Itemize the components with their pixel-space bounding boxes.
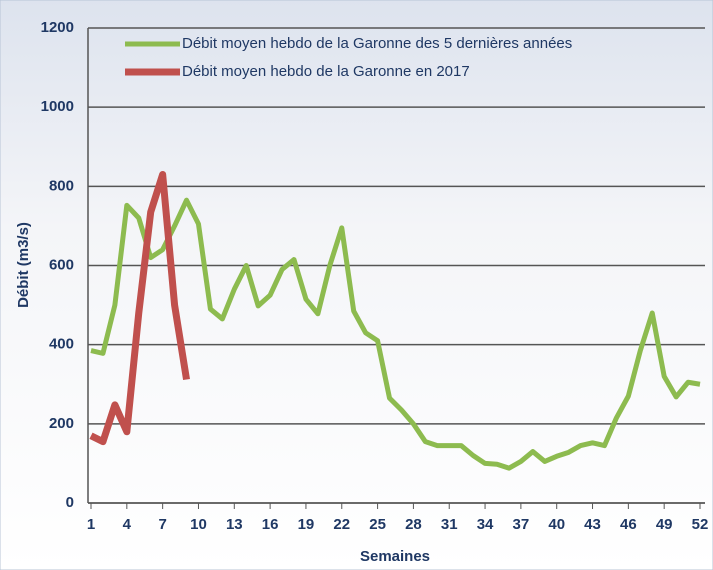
y-tick-label: 200 [49, 415, 74, 432]
series-line [89, 170, 190, 446]
y-tick-label: 400 [49, 336, 74, 353]
y-tick-label: 800 [49, 177, 74, 194]
x-tick-label: 52 [692, 516, 709, 533]
y-axis-label: Débit (m3/s) [15, 222, 32, 308]
x-tick-label: 25 [369, 516, 386, 533]
x-tick-label: 34 [477, 516, 494, 533]
x-tick-label: 28 [405, 516, 422, 533]
y-tick-label: 1200 [41, 19, 74, 36]
x-tick-label: 43 [584, 516, 601, 533]
legend-label: Débit moyen hebdo de la Garonne en 2017 [182, 63, 470, 80]
x-tick-label: 19 [298, 516, 315, 533]
x-tick-label: 16 [262, 516, 279, 533]
x-tick-label: 46 [620, 516, 637, 533]
x-tick-label: 22 [333, 516, 350, 533]
x-tick-label: 10 [190, 516, 207, 533]
x-tick-label: 7 [158, 516, 166, 533]
x-axis-label: Semaines [360, 548, 430, 565]
y-tick-label: 600 [49, 256, 74, 273]
x-tick-label: 1 [87, 516, 95, 533]
x-tick-label: 4 [123, 516, 132, 533]
y-tick-label: 0 [66, 494, 74, 511]
x-tick-label: 13 [226, 516, 243, 533]
x-tick-label: 31 [441, 516, 458, 533]
x-tick-label: 37 [513, 516, 530, 533]
x-tick-label: 49 [656, 516, 673, 533]
legend-label: Débit moyen hebdo de la Garonne des 5 de… [182, 35, 572, 52]
series-line [90, 197, 701, 471]
x-tick-label: 40 [548, 516, 565, 533]
y-tick-label: 1000 [41, 98, 74, 115]
